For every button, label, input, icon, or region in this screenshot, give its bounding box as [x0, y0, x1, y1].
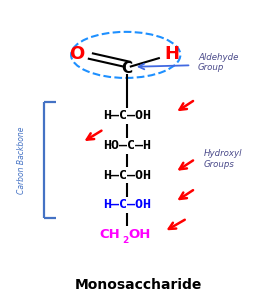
Text: Monosaccharide: Monosaccharide — [74, 278, 202, 292]
Text: Carbon Backbone: Carbon Backbone — [17, 127, 26, 194]
Text: OH: OH — [128, 228, 150, 241]
Text: H–C–OH: H–C–OH — [103, 199, 151, 212]
Text: Aldehyde
Group: Aldehyde Group — [198, 52, 238, 72]
Text: Hydroxyl
Groups: Hydroxyl Groups — [204, 149, 242, 169]
Text: CH: CH — [99, 228, 120, 241]
Text: C: C — [121, 61, 133, 76]
Text: H–C–OH: H–C–OH — [103, 109, 151, 122]
Text: 2: 2 — [123, 236, 129, 244]
Text: H–C–OH: H–C–OH — [103, 169, 151, 182]
Text: HO–C–H: HO–C–H — [103, 139, 151, 152]
Text: H: H — [165, 45, 180, 63]
Text: O: O — [69, 45, 84, 63]
